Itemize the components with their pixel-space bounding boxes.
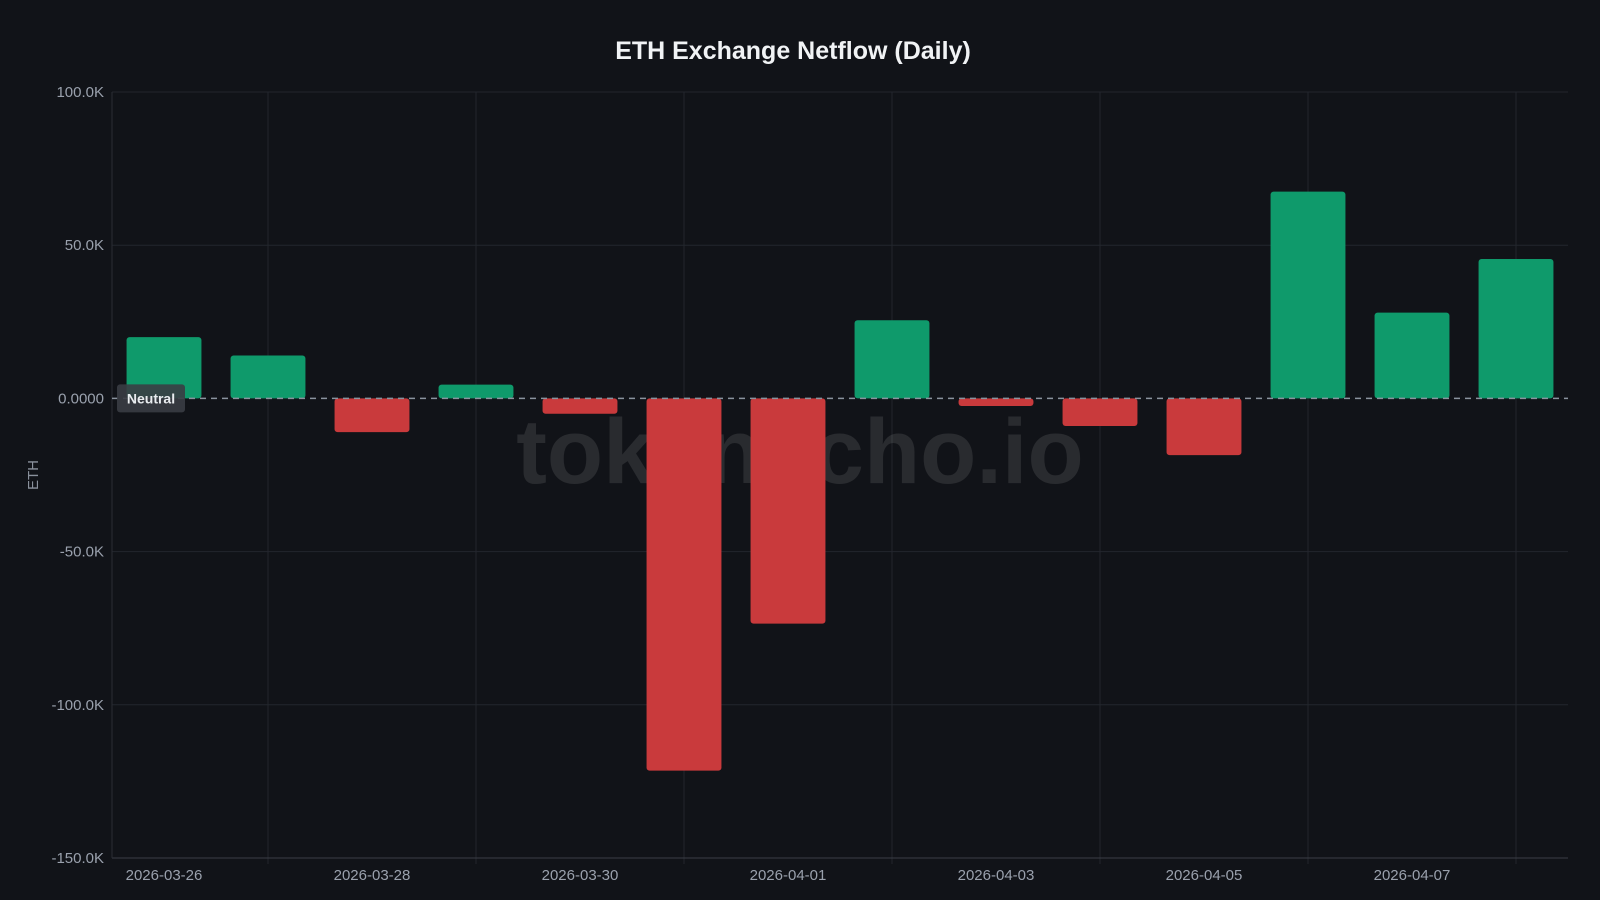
y-tick-label: 0.0000 xyxy=(58,390,104,407)
y-axis-title: ETH xyxy=(25,460,42,490)
bar-2026-03-28[interactable] xyxy=(334,398,410,433)
bar-2026-04-04[interactable] xyxy=(1062,398,1138,426)
x-tick-label: 2026-04-03 xyxy=(958,867,1035,884)
chart-title: ETH Exchange Netflow (Daily) xyxy=(615,37,971,65)
bar-2026-04-02[interactable] xyxy=(854,320,930,399)
y-tick-label: 100.0K xyxy=(56,84,104,101)
bar-2026-04-08[interactable] xyxy=(1478,258,1554,399)
y-tick-label: -100.0K xyxy=(51,697,104,714)
bar-2026-03-31[interactable] xyxy=(646,398,722,771)
bar-2026-04-01[interactable] xyxy=(750,398,826,624)
bar-2026-04-03[interactable] xyxy=(958,398,1034,407)
neutral-label: Neutral xyxy=(127,390,175,406)
neutral-badge: Neutral xyxy=(117,384,185,413)
x-tick-label: 2026-04-07 xyxy=(1374,867,1451,884)
bar-2026-04-06[interactable] xyxy=(1270,191,1346,399)
y-tick-label: 50.0K xyxy=(65,237,104,254)
x-tick-label: 2026-03-30 xyxy=(542,867,619,884)
bar-2026-03-30[interactable] xyxy=(542,398,618,414)
bar-2026-03-26[interactable] xyxy=(126,337,202,399)
bar-2026-04-05[interactable] xyxy=(1166,398,1242,456)
x-axis-ticks: 2026-03-26 2026-03-28 2026-03-30 2026-04-01… xyxy=(126,867,1451,884)
bars-layer xyxy=(126,191,1554,771)
bar-2026-03-27[interactable] xyxy=(230,355,306,399)
bar-2026-04-07[interactable] xyxy=(1374,312,1450,399)
x-tick-label: 2026-03-26 xyxy=(126,867,203,884)
y-tick-label: -150.0K xyxy=(51,850,104,867)
neutral-badge-background xyxy=(117,384,185,413)
bar-2026-03-29[interactable] xyxy=(438,384,514,399)
x-tick-label: 2026-03-28 xyxy=(334,867,411,884)
x-tick-label: 2026-04-05 xyxy=(1166,867,1243,884)
y-axis-ticks: -150.0K -100.0K -50.0K 0.0000 50.0K 100.0K xyxy=(51,84,104,867)
y-tick-label: -50.0K xyxy=(60,544,104,561)
x-tick-label: 2026-04-01 xyxy=(750,867,827,884)
